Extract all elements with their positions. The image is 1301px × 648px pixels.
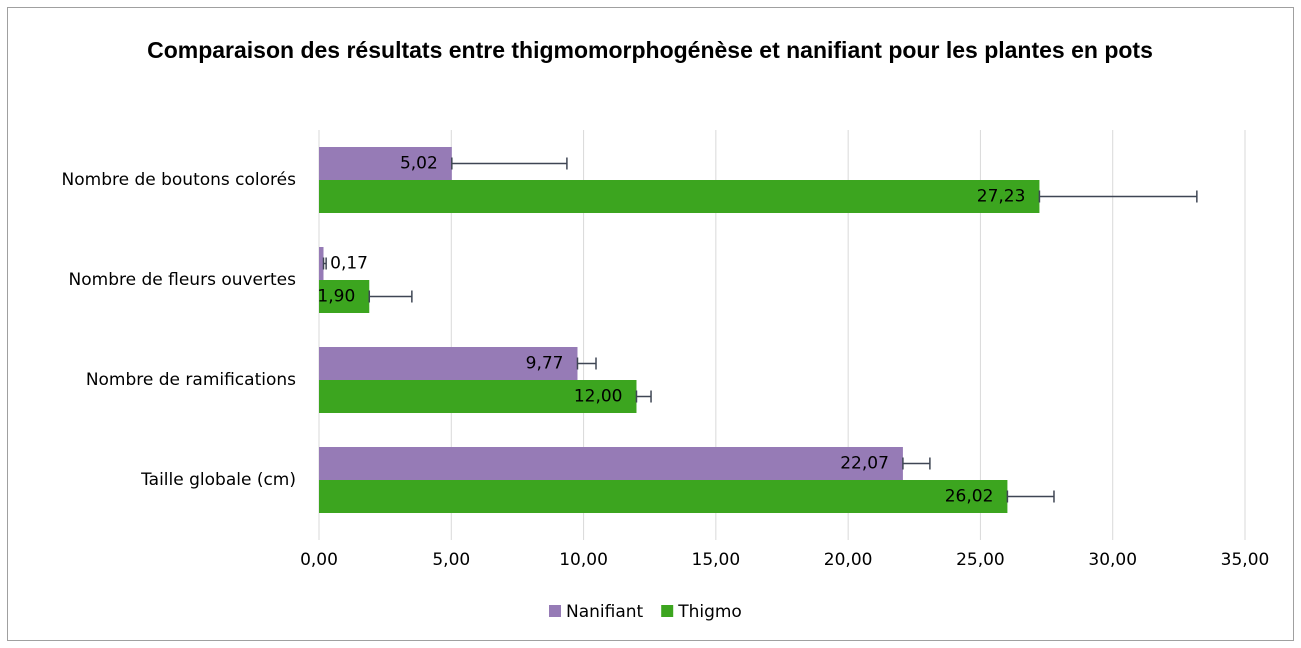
error-bar	[1038, 190, 1198, 203]
error-bar	[576, 357, 597, 370]
x-tick-label: 0,00	[300, 550, 338, 570]
data-label: 5,02	[400, 154, 438, 174]
legend-swatch	[661, 605, 674, 617]
legend-label: Thigmo	[677, 602, 742, 622]
data-label: 0,17	[330, 254, 368, 274]
bar	[319, 247, 324, 280]
bar	[319, 280, 370, 313]
x-tick-label: 5,00	[432, 550, 470, 570]
error-bar	[902, 457, 931, 470]
x-tick-label: 10,00	[559, 550, 608, 570]
error-bar	[322, 257, 327, 270]
legend-swatch	[549, 605, 561, 617]
data-label: 1,90	[317, 287, 355, 307]
y-tick-label: Nombre de ramifications	[86, 370, 296, 390]
data-label: 26,02	[945, 487, 994, 507]
x-tick-label: 25,00	[956, 550, 1005, 570]
data-label: 22,07	[840, 454, 889, 474]
x-tick-label: 15,00	[692, 550, 741, 570]
x-tick-label: 30,00	[1088, 550, 1137, 570]
x-tick-label: 20,00	[824, 550, 873, 570]
data-label: 9,77	[526, 354, 564, 374]
data-label: 12,00	[574, 387, 623, 407]
bar	[319, 347, 578, 380]
bar	[319, 147, 452, 180]
y-tick-label: Taille globale (cm)	[140, 470, 296, 490]
error-bar	[635, 390, 652, 403]
legend-label: Nanifiant	[566, 602, 644, 622]
error-bar	[1006, 490, 1055, 503]
error-bar	[451, 157, 568, 170]
bar	[319, 480, 1008, 513]
chart-title: Comparaison des résultats entre thigmomo…	[147, 37, 1153, 63]
bar	[319, 447, 903, 480]
chart-frame	[7, 7, 1294, 641]
x-tick-label: 35,00	[1221, 550, 1270, 570]
bar	[319, 380, 637, 413]
y-tick-label: Nombre de fleurs ouvertes	[69, 270, 297, 290]
y-tick-label: Nombre de boutons colorés	[62, 170, 297, 190]
data-label: 27,23	[977, 187, 1026, 207]
error-bar	[368, 290, 413, 303]
bar	[319, 180, 1040, 213]
